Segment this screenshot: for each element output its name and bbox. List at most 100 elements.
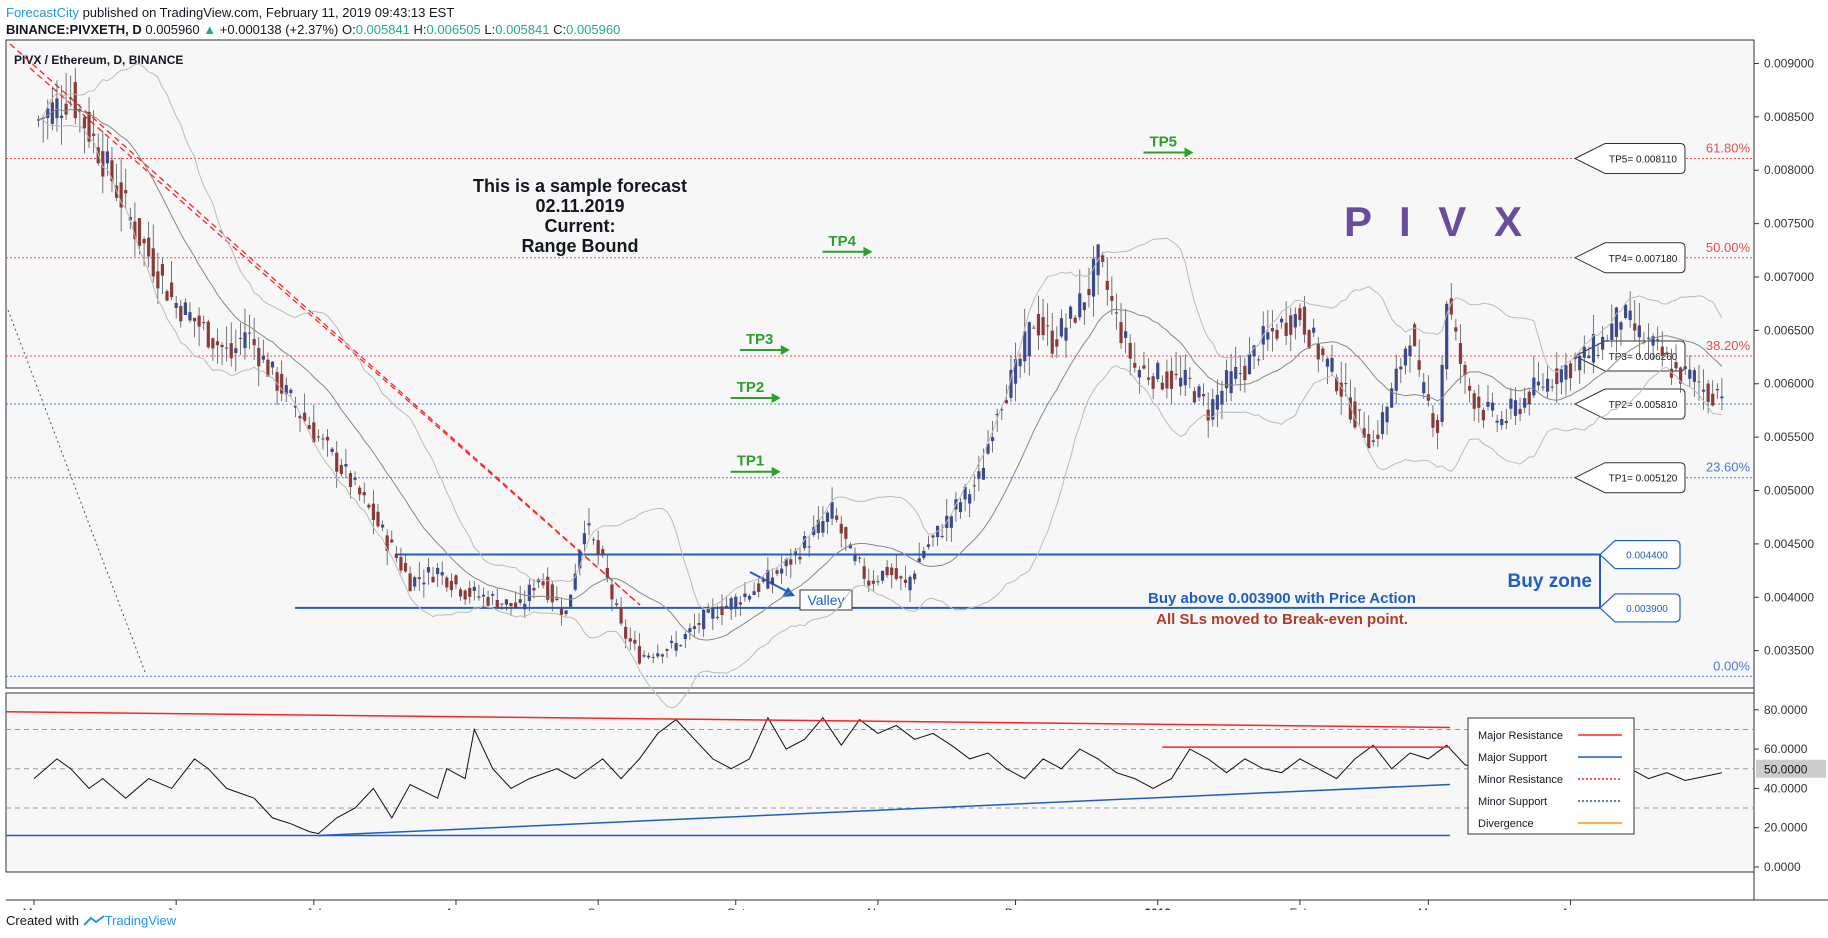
candle: [747, 594, 752, 602]
candle: [518, 585, 522, 606]
candle-body: [1188, 377, 1192, 379]
candle-body: [440, 572, 444, 576]
candle: [775, 567, 779, 577]
candle: [1353, 387, 1357, 430]
candle-body: [913, 573, 917, 580]
candle-body: [1380, 412, 1385, 434]
candle: [757, 577, 761, 598]
candle-body: [972, 485, 976, 487]
y-tick-label: 0.005500: [1764, 430, 1814, 444]
candle: [958, 498, 963, 519]
high-label: H:: [413, 22, 427, 37]
tp-marker-arrowhead: [780, 344, 790, 355]
candle-body: [1518, 408, 1522, 415]
candle-body: [729, 598, 733, 610]
candle-body: [1555, 368, 1559, 385]
candle: [344, 448, 348, 479]
candle-body: [119, 182, 123, 208]
candle-body: [1013, 359, 1018, 384]
candle: [1637, 302, 1641, 358]
candle-body: [1220, 390, 1224, 405]
candle-body: [816, 519, 820, 534]
price-change: +0.000138 (+2.37%): [219, 22, 339, 37]
tp-marker-arrowhead: [863, 246, 873, 257]
candle-body: [917, 558, 921, 563]
candle-body: [1513, 400, 1518, 416]
candle: [527, 578, 531, 612]
candle: [1133, 342, 1137, 373]
candle-body: [481, 594, 486, 597]
candle-body: [445, 577, 449, 588]
candle: [1156, 360, 1160, 383]
tp-callout: TP5= 0.008110: [1573, 142, 1686, 174]
x-tick-label: Oct: [726, 906, 745, 910]
candle: [647, 652, 651, 660]
candle-body: [1651, 336, 1655, 346]
candle: [1376, 420, 1380, 447]
candle-body: [1458, 343, 1463, 364]
tradingview-link[interactable]: TradingView: [104, 913, 177, 928]
author-link[interactable]: ForecastCity: [6, 5, 79, 20]
candle: [1293, 307, 1297, 340]
candle: [151, 224, 155, 283]
candle: [926, 535, 930, 550]
close-label: C:: [553, 22, 567, 37]
candle: [1298, 303, 1302, 327]
candle-body: [1495, 420, 1499, 423]
candle-body: [1243, 365, 1247, 381]
candle: [454, 574, 458, 589]
candle-body: [1362, 428, 1366, 438]
osc-tick-label: 80.0000: [1764, 703, 1808, 717]
candle: [440, 561, 444, 585]
candle: [587, 508, 591, 536]
tp-callout: TP4= 0.007180: [1573, 242, 1686, 274]
x-tick-label: Nov: [867, 906, 888, 910]
candle: [261, 339, 265, 364]
candle: [963, 484, 967, 512]
chart-title: PIVX / Ethereum, D, BINANCE: [14, 53, 183, 67]
forecast-annotation-line: 02.11.2019: [535, 196, 624, 216]
candle: [119, 157, 123, 232]
x-tick-label: May: [23, 906, 46, 910]
candle: [656, 644, 660, 659]
forecast-annotation-line: This is a sample forecast: [473, 176, 687, 196]
candle-body: [1445, 303, 1449, 370]
candle-body: [220, 344, 224, 348]
candle-body: [564, 610, 568, 615]
candle: [1289, 307, 1293, 352]
candle: [1403, 346, 1408, 375]
candle: [798, 547, 802, 565]
candle: [1321, 345, 1325, 363]
candle-body: [734, 596, 738, 609]
symbol-label: BINANCE:PIVXETH, D: [6, 22, 142, 37]
candle: [1550, 379, 1554, 392]
oscillator-pane: [5, 692, 1755, 873]
candle-body: [1284, 322, 1288, 337]
candle: [890, 563, 894, 589]
candle: [1082, 302, 1086, 325]
candle: [252, 318, 256, 360]
osc-current-label: 50.0000: [1764, 763, 1808, 777]
candle-body: [1435, 419, 1440, 433]
candle: [477, 584, 481, 601]
candle-body: [587, 523, 591, 526]
low-value: 0.005841: [495, 22, 550, 37]
candle: [683, 631, 687, 649]
candle: [403, 555, 408, 573]
candle-body: [458, 589, 463, 597]
candle: [1527, 389, 1531, 416]
candle-body: [1293, 314, 1297, 328]
candle: [486, 590, 490, 609]
candle-body: [1500, 418, 1504, 426]
candle-body: [628, 638, 632, 642]
candle-body: [633, 639, 637, 644]
candle-body: [293, 405, 298, 408]
candle: [903, 565, 908, 588]
candle-body: [523, 603, 527, 610]
candle: [761, 576, 765, 584]
candle-body: [1706, 383, 1710, 402]
price-chart[interactable]: 0.009000 0.008500 0.008000 0.007500 0.007000…: [0, 0, 1828, 910]
candle-body: [986, 443, 990, 454]
candle-body: [683, 634, 687, 640]
candle: [1344, 363, 1348, 397]
